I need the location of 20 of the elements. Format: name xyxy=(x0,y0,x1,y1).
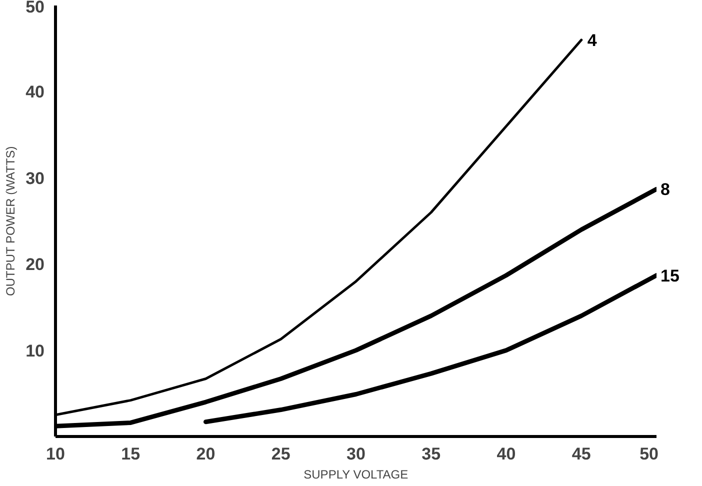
x-tick-label: 35 xyxy=(422,444,441,464)
x-tick-label: 30 xyxy=(346,444,366,464)
y-tick-label: 30 xyxy=(26,168,45,188)
line-series xyxy=(204,273,656,424)
x-axis-title: SUPPLY VOLTAGE xyxy=(304,468,408,482)
x-tick-label: 15 xyxy=(121,444,140,464)
series-label: 8 xyxy=(660,180,670,200)
y-tick-label: 50 xyxy=(26,0,45,16)
y-axis-title: OUTPUT POWER (WATTS) xyxy=(4,146,18,296)
x-tick-label: 25 xyxy=(271,444,290,464)
x-tick-label: 45 xyxy=(572,444,591,464)
series-label: 4 xyxy=(587,30,598,50)
y-tick-label: 40 xyxy=(26,82,45,102)
series-label: 15 xyxy=(660,266,680,286)
x-tick-label: 10 xyxy=(46,444,65,464)
x-tick-label: 20 xyxy=(196,444,216,464)
x-tick-label: 40 xyxy=(496,444,516,464)
y-tick-label: 10 xyxy=(26,341,45,360)
x-tick-label: 50 xyxy=(640,444,659,464)
y-tick-label: 20 xyxy=(26,255,45,274)
